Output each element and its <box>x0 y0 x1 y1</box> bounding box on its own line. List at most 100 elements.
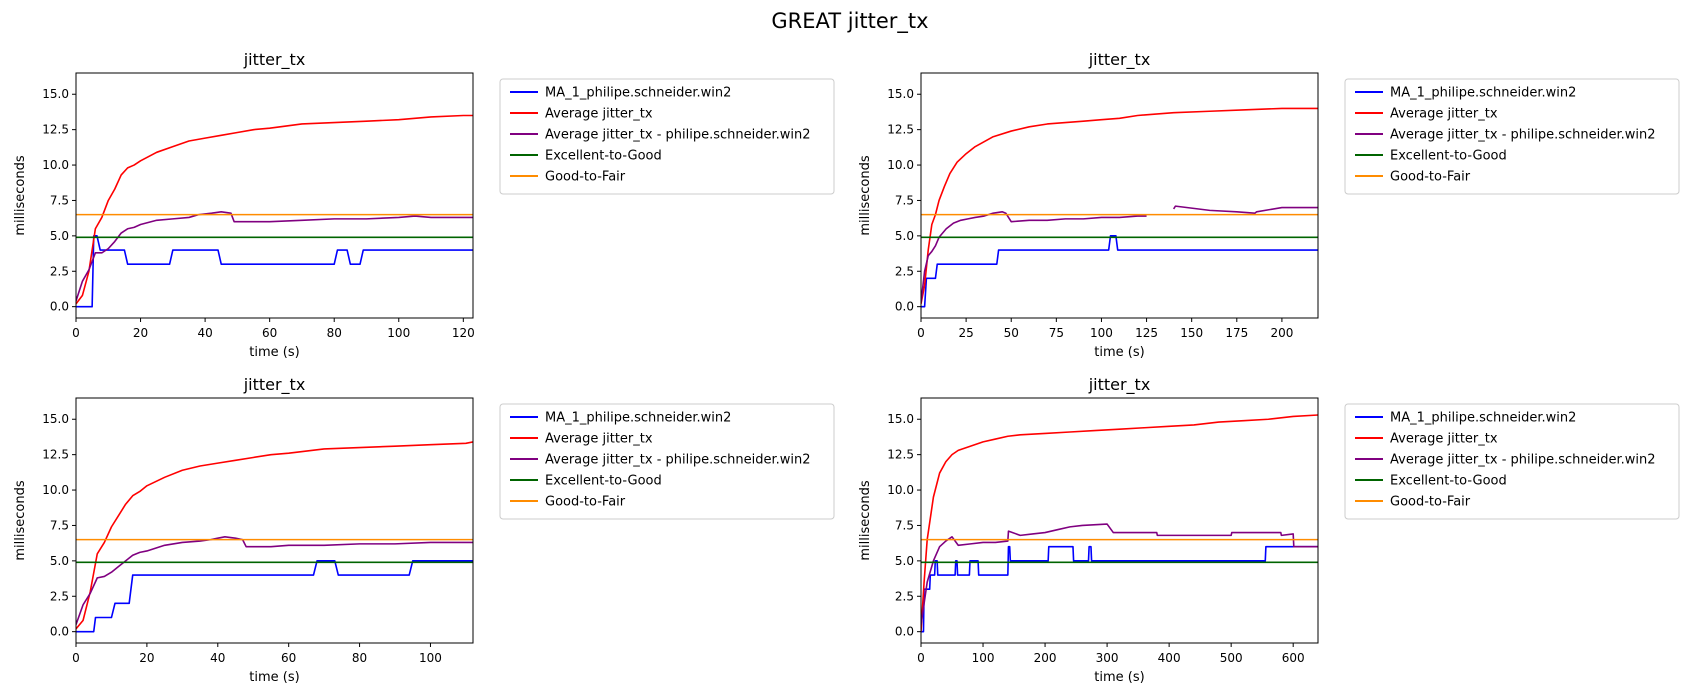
y-axis-label: milliseconds <box>13 155 28 235</box>
series-line-1 <box>76 235 473 308</box>
x-tick-label: 80 <box>352 651 367 665</box>
x-tick-label: 100 <box>1090 326 1113 340</box>
y-tick-label: 0.0 <box>895 625 914 639</box>
y-axis-label: milliseconds <box>858 480 873 560</box>
y-tick-label: 5.0 <box>50 229 69 243</box>
x-axis-label: time (s) <box>249 670 299 685</box>
x-tick-label: 40 <box>197 326 212 340</box>
x-tick-label: 50 <box>1004 326 1019 340</box>
x-axis-label: time (s) <box>249 345 299 360</box>
y-axis-label: milliseconds <box>858 155 873 235</box>
x-tick-label: 20 <box>139 651 154 665</box>
x-tick-label: 200 <box>1270 326 1293 340</box>
x-tick-label: 0 <box>72 326 80 340</box>
series-line-1 <box>921 545 1318 633</box>
x-tick-label: 60 <box>262 326 277 340</box>
legend-label: Excellent-to-Good <box>545 474 662 489</box>
legend-label: Excellent-to-Good <box>1390 474 1507 489</box>
x-tick-label: 0 <box>917 326 925 340</box>
legend-box <box>1344 78 1680 195</box>
x-tick-label: 150 <box>1180 326 1203 340</box>
legend-label: Good-to-Fair <box>1390 170 1471 185</box>
legend-label: Average jitter_tx <box>1390 107 1498 122</box>
legend-label: MA_1_philipe.schneider.win2 <box>545 411 731 426</box>
legend-label: MA_1_philipe.schneider.win2 <box>1390 411 1576 426</box>
legend-label: Average jitter_tx - philipe.schneider.wi… <box>1390 453 1656 468</box>
figure-title: GREAT jitter_tx <box>771 9 928 34</box>
legend-label: Average jitter_tx <box>545 432 653 447</box>
x-tick-label: 0 <box>917 651 925 665</box>
y-tick-label: 7.5 <box>895 193 914 207</box>
y-tick-label: 12.5 <box>42 448 69 462</box>
x-tick-label: 75 <box>1049 326 1064 340</box>
x-tick-label: 125 <box>1135 326 1158 340</box>
y-tick-label: 0.0 <box>50 625 69 639</box>
y-tick-label: 5.0 <box>895 229 914 243</box>
y-tick-label: 7.5 <box>50 518 69 532</box>
chart-panel-1: 0 20 40 60 80 100 120 0.0 2.5 5.0 7.5 10.0 12.5 15.0 j… <box>13 50 835 360</box>
series-line-3 <box>76 210 473 302</box>
x-tick-label: 175 <box>1225 326 1248 340</box>
chart-title: jitter_tx <box>1088 375 1151 395</box>
chart-panel-3: 0 20 40 60 80 100 0.0 2.5 5.0 7.5 10.0 12.5 15.0 jitt… <box>13 375 835 685</box>
legend-label: Average jitter_tx - philipe.schneider.wi… <box>1390 128 1656 143</box>
legend-label: Excellent-to-Good <box>545 149 662 164</box>
plot-frame <box>75 397 474 644</box>
y-tick-label: 0.0 <box>895 300 914 314</box>
y-tick-label: 7.5 <box>895 518 914 532</box>
series-line-2 <box>76 441 473 630</box>
x-tick-label: 25 <box>958 326 973 340</box>
y-tick-label: 10.0 <box>887 158 914 172</box>
plot-frame <box>920 72 1319 319</box>
legend-label: Average jitter_tx - philipe.schneider.wi… <box>545 128 811 143</box>
x-tick-label: 40 <box>210 651 225 665</box>
legend-label: Good-to-Fair <box>545 495 626 510</box>
y-tick-label: 10.0 <box>887 483 914 497</box>
x-tick-label: 100 <box>972 651 995 665</box>
x-axis-label: time (s) <box>1094 345 1144 360</box>
legend-box <box>1344 403 1680 520</box>
y-tick-label: 5.0 <box>895 554 914 568</box>
y-tick-label: 0.0 <box>50 300 69 314</box>
y-axis-label: milliseconds <box>13 480 28 560</box>
y-tick-label: 12.5 <box>42 123 69 137</box>
y-tick-label: 2.5 <box>50 589 69 603</box>
x-tick-label: 0 <box>72 651 80 665</box>
series-line-2 <box>76 114 473 305</box>
series-line-2 <box>921 107 1318 304</box>
chart-panel-2: 0 25 50 75 100 125 150 175 200 0.0 2.5 5.0 7.5 10.0 12… <box>858 50 1680 360</box>
y-tick-label: 2.5 <box>895 589 914 603</box>
series-line-1 <box>76 560 473 633</box>
legend: MA_1_philipe.schneider.win2 Average jitte… <box>1344 403 1680 520</box>
series-line-3 <box>921 205 1318 303</box>
series-line-1 <box>921 235 1318 308</box>
chart-title: jitter_tx <box>1088 50 1151 70</box>
y-tick-label: 7.5 <box>50 193 69 207</box>
x-axis-label: time (s) <box>1094 670 1144 685</box>
x-tick-label: 100 <box>419 651 442 665</box>
y-tick-label: 10.0 <box>42 483 69 497</box>
series-line-2 <box>921 414 1318 632</box>
x-tick-label: 200 <box>1034 651 1057 665</box>
legend-label: Average jitter_tx - philipe.schneider.wi… <box>545 453 811 468</box>
y-tick-label: 15.0 <box>42 87 69 101</box>
y-tick-label: 15.0 <box>887 412 914 426</box>
legend-label: MA_1_philipe.schneider.win2 <box>1390 86 1576 101</box>
legend-label: Average jitter_tx <box>1390 432 1498 447</box>
chart-title: jitter_tx <box>243 50 306 70</box>
y-tick-label: 15.0 <box>887 87 914 101</box>
legend-label: Average jitter_tx <box>545 107 653 122</box>
series-line-3 <box>76 535 473 625</box>
y-tick-label: 2.5 <box>895 264 914 278</box>
legend-label: MA_1_philipe.schneider.win2 <box>545 86 731 101</box>
y-tick-label: 5.0 <box>50 554 69 568</box>
legend-box <box>499 78 835 195</box>
plot-frame <box>75 72 474 319</box>
x-tick-label: 400 <box>1158 651 1181 665</box>
legend: MA_1_philipe.schneider.win2 Average jitte… <box>499 403 835 520</box>
y-tick-label: 15.0 <box>42 412 69 426</box>
x-tick-label: 600 <box>1282 651 1305 665</box>
x-tick-label: 80 <box>327 326 342 340</box>
x-tick-label: 500 <box>1220 651 1243 665</box>
